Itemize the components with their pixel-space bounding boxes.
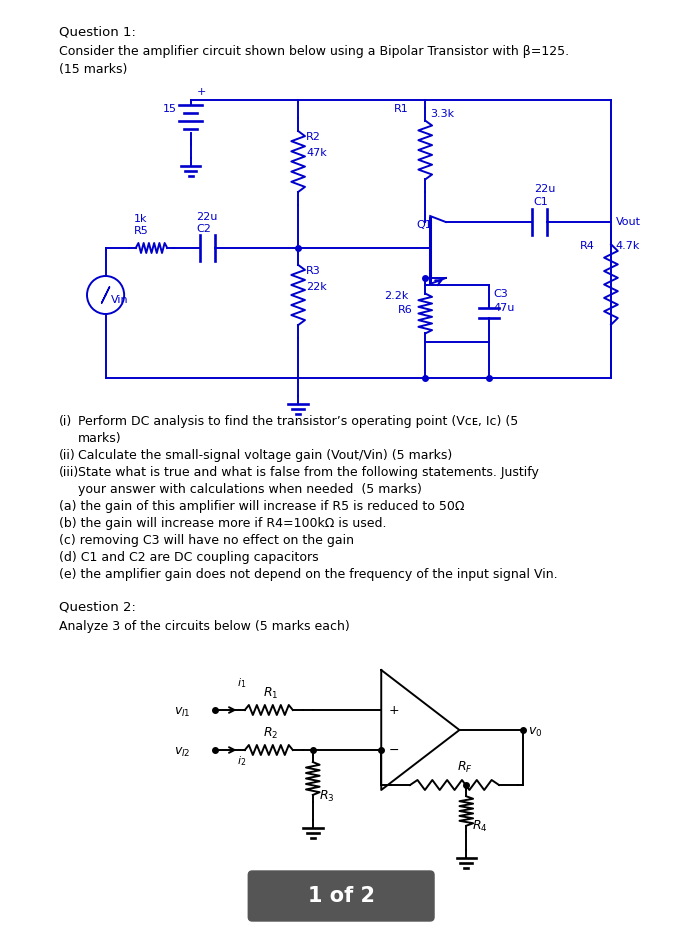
Text: $v_0$: $v_0$ [528, 726, 542, 739]
Text: R1: R1 [394, 104, 409, 114]
Text: (e) the amplifier gain does not depend on the frequency of the input signal Vin.: (e) the amplifier gain does not depend o… [59, 568, 557, 581]
Text: $R_4$: $R_4$ [472, 819, 488, 834]
Text: Vout: Vout [616, 217, 641, 227]
Text: 47u: 47u [493, 303, 515, 313]
Text: 15: 15 [163, 104, 177, 114]
Text: $R_2$: $R_2$ [263, 726, 279, 741]
Text: (i): (i) [59, 415, 72, 428]
Text: $i_1$: $i_1$ [237, 676, 246, 690]
Text: Vin: Vin [110, 295, 128, 305]
Text: (d) C1 and C2 are DC coupling capacitors: (d) C1 and C2 are DC coupling capacitors [59, 551, 318, 564]
Text: Analyze 3 of the circuits below (5 marks each): Analyze 3 of the circuits below (5 marks… [59, 620, 350, 633]
Text: 22k: 22k [306, 282, 327, 292]
Text: (ii): (ii) [59, 449, 75, 462]
Text: Question 2:: Question 2: [59, 600, 135, 613]
Text: Q1: Q1 [417, 220, 432, 230]
Text: 1 of 2: 1 of 2 [308, 886, 375, 906]
Text: Perform DC analysis to find the transistor’s operating point (Vᴄᴇ, Iᴄ) (5: Perform DC analysis to find the transist… [78, 415, 519, 428]
Text: (iii): (iii) [59, 466, 79, 479]
Text: Consider the amplifier circuit shown below using a Bipolar Transistor with β=125: Consider the amplifier circuit shown bel… [59, 45, 569, 58]
Text: $R_F$: $R_F$ [456, 760, 473, 775]
Text: $R_3$: $R_3$ [319, 789, 334, 804]
Text: $R_1$: $R_1$ [263, 686, 279, 701]
Text: (b) the gain will increase more if R4=100kΩ is used.: (b) the gain will increase more if R4=10… [59, 517, 386, 530]
Text: R4: R4 [579, 241, 595, 251]
Text: State what is true and what is false from the following statements. Justify: State what is true and what is false fro… [78, 466, 539, 479]
Text: Calculate the small-signal voltage gain (Vout/Vin) (5 marks): Calculate the small-signal voltage gain … [78, 449, 452, 462]
Text: 3.3k: 3.3k [430, 109, 454, 119]
Text: C3: C3 [493, 289, 508, 299]
Text: C2: C2 [196, 224, 211, 234]
Text: $v_{I1}$: $v_{I1}$ [174, 706, 191, 719]
Text: your answer with calculations when needed  (5 marks): your answer with calculations when neede… [78, 483, 422, 496]
Text: 22u: 22u [534, 184, 555, 194]
FancyBboxPatch shape [248, 871, 434, 921]
Text: R3: R3 [306, 266, 320, 276]
Text: 1k: 1k [134, 214, 147, 224]
Text: R6: R6 [398, 305, 413, 315]
Text: −: − [389, 743, 399, 756]
Text: marks): marks) [78, 432, 122, 445]
Text: C1: C1 [534, 197, 549, 207]
Text: $v_{I2}$: $v_{I2}$ [174, 746, 191, 759]
Text: 22u: 22u [196, 212, 218, 222]
Text: 47k: 47k [306, 148, 327, 158]
Text: R2: R2 [306, 132, 321, 142]
Text: 2.2k: 2.2k [384, 291, 408, 301]
Text: R5: R5 [134, 226, 149, 236]
Text: $i_2$: $i_2$ [237, 754, 246, 768]
Text: (a) the gain of this amplifier will increase if R5 is reduced to 50Ω: (a) the gain of this amplifier will incr… [59, 500, 464, 513]
Text: (15 marks): (15 marks) [59, 63, 127, 76]
Text: +: + [389, 704, 400, 717]
Text: Question 1:: Question 1: [59, 25, 135, 38]
Text: 4.7k: 4.7k [616, 241, 640, 251]
Text: (c) removing C3 will have no effect on the gain: (c) removing C3 will have no effect on t… [59, 534, 354, 547]
Text: +: + [196, 87, 206, 97]
